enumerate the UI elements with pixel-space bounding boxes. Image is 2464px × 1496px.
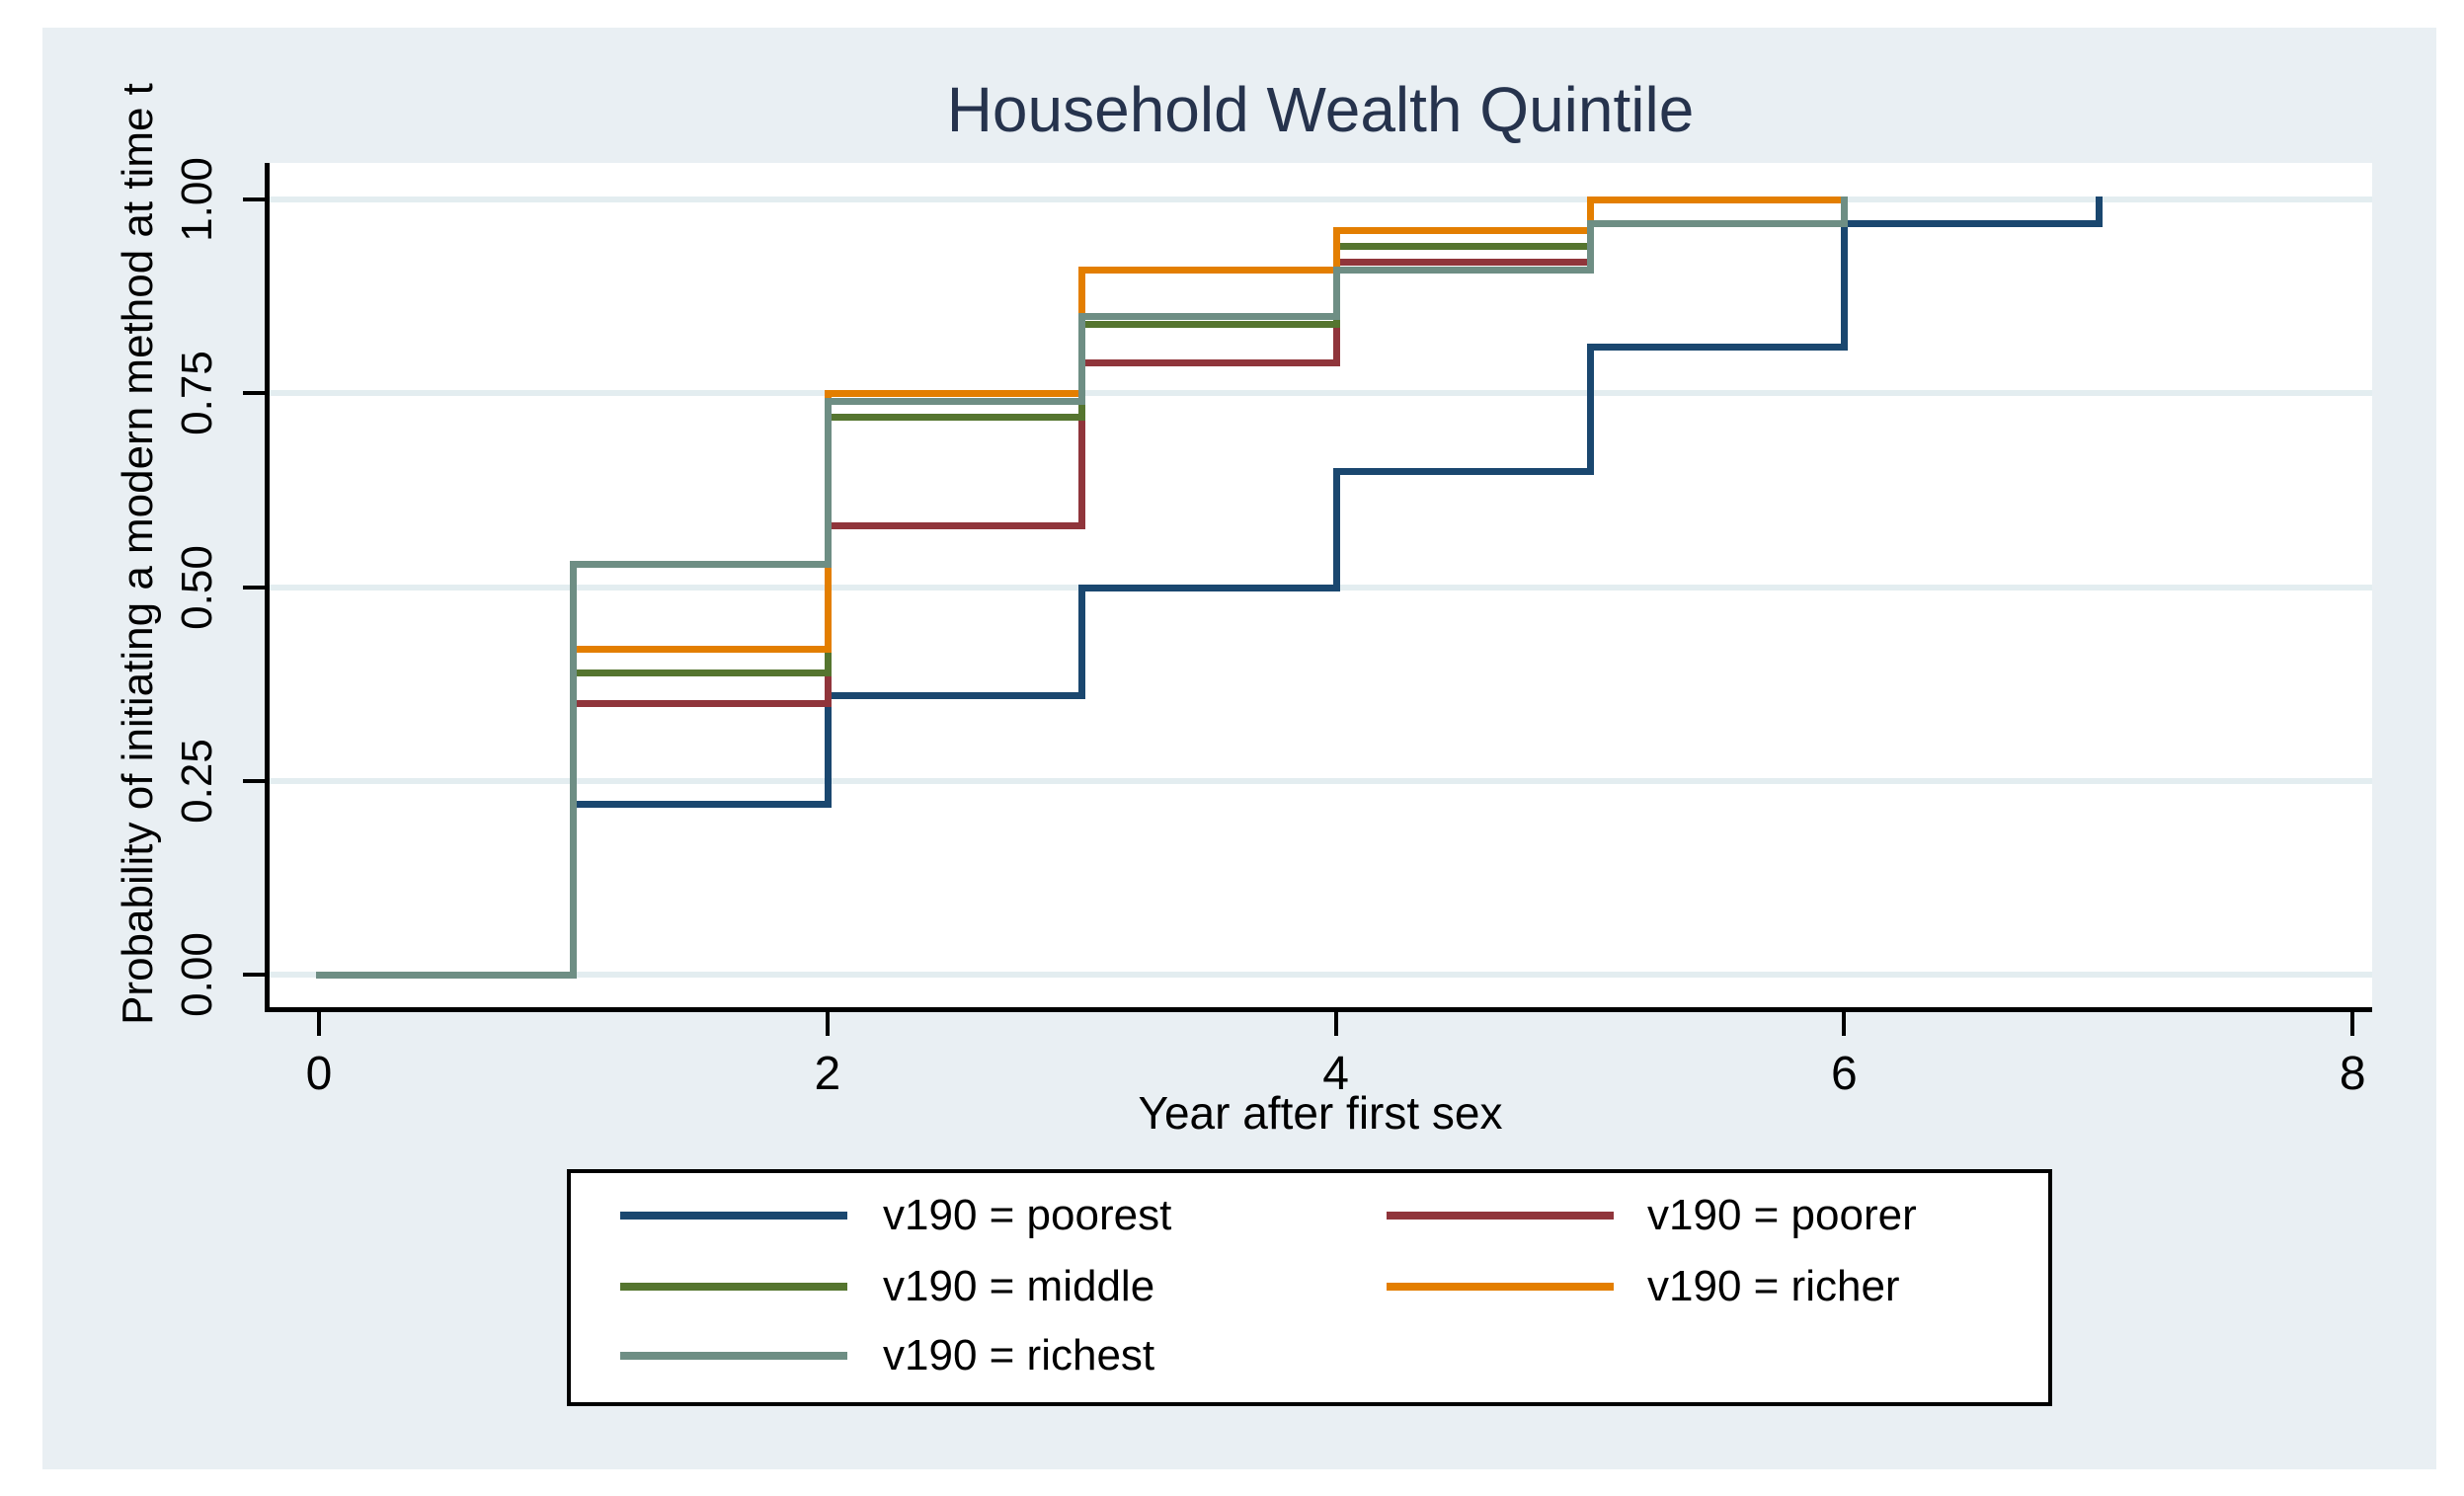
x-tick-label-4: 4 [1322, 1048, 1349, 1100]
x-tick-label-2: 2 [814, 1048, 841, 1100]
gridline-0.25 [269, 777, 2372, 784]
x-tick-label-0: 0 [305, 1048, 333, 1100]
series-poorest-hseg [1332, 467, 1594, 475]
legend-label-poorer: v190 = poorer [1647, 1191, 1917, 1239]
series-richest-vseg [570, 560, 578, 979]
y-tick-label-0.00: 0.00 [173, 932, 221, 1017]
legend-swatch-middle [620, 1283, 847, 1291]
series-poorer-hseg [1332, 258, 1594, 266]
legend-label-poorest: v190 = poorest [883, 1191, 1172, 1239]
series-middle-hseg [1332, 243, 1594, 251]
series-richest-vseg [1841, 197, 1849, 227]
series-poorest-vseg [1078, 584, 1086, 700]
x-tick-label-6: 6 [1831, 1048, 1858, 1100]
x-tick-8 [2350, 1012, 2355, 1036]
series-poorest-hseg [1078, 584, 1340, 591]
gridline-1.00 [269, 197, 2372, 202]
series-richest-hseg [570, 560, 832, 568]
series-richest-vseg [1078, 312, 1086, 406]
x-tick-2 [825, 1012, 830, 1036]
legend-swatch-richer [1387, 1283, 1614, 1291]
series-poorest-hseg [570, 801, 832, 809]
gridline-0.75 [269, 390, 2372, 397]
series-richest-hseg [316, 972, 578, 979]
series-richest-hseg [1332, 266, 1594, 274]
series-poorest-vseg [1332, 467, 1340, 591]
x-axis-title: Year after first sex [1138, 1087, 1503, 1139]
y-tick-0.50 [243, 585, 265, 590]
y-tick-label-0.25: 0.25 [173, 738, 221, 824]
series-richer-hseg [1078, 266, 1340, 274]
y-tick-1.00 [243, 197, 265, 201]
series-richer-hseg [1587, 197, 1849, 203]
series-richest-vseg [1587, 219, 1594, 274]
series-richest-hseg [1078, 312, 1340, 320]
legend-swatch-poorer [1387, 1212, 1614, 1220]
series-poorest-vseg [1587, 344, 1594, 475]
series-richer-hseg [570, 646, 832, 654]
y-tick-0.00 [243, 973, 265, 977]
y-axis-line [265, 163, 270, 1012]
y-axis-title: Probability of initiating a modern metho… [114, 83, 162, 1025]
series-richest-vseg [824, 398, 832, 568]
legend-label-middle: v190 = middle [883, 1262, 1155, 1310]
x-axis-line [265, 1007, 2372, 1012]
y-tick-0.75 [243, 391, 265, 396]
chart-title: Household Wealth Quintile [946, 74, 1695, 145]
series-richest-vseg [1332, 266, 1340, 320]
series-poorer-vseg [1078, 358, 1086, 529]
series-poorer-hseg [1078, 358, 1340, 366]
gridline-0.00 [269, 972, 2372, 978]
legend-label-richer: v190 = richer [1647, 1262, 1900, 1310]
series-poorer-hseg [570, 700, 832, 708]
legend-swatch-poorest [620, 1212, 847, 1220]
x-tick-0 [317, 1012, 321, 1036]
legend-swatch-richest [620, 1352, 847, 1360]
series-richer-hseg [824, 390, 1086, 398]
x-tick-6 [1842, 1012, 1847, 1036]
series-poorest-vseg [1841, 219, 1849, 352]
series-richer-vseg [1332, 227, 1340, 274]
x-tick-4 [1333, 1012, 1338, 1036]
series-richer-hseg [1332, 227, 1594, 235]
series-poorest-hseg [824, 692, 1086, 700]
y-tick-0.25 [243, 778, 265, 783]
y-tick-label-1.00: 1.00 [173, 157, 221, 242]
legend-label-richest: v190 = richest [883, 1331, 1155, 1379]
series-middle-hseg [570, 669, 832, 676]
series-poorest-vseg [824, 692, 832, 809]
y-tick-label-0.75: 0.75 [173, 351, 221, 436]
series-poorest-hseg [1587, 344, 1849, 352]
series-poorer-hseg [824, 521, 1086, 529]
series-poorest-hseg [1841, 219, 2103, 227]
x-tick-label-8: 8 [2339, 1048, 2366, 1100]
series-richer-vseg [1587, 197, 1594, 235]
legend: v190 = poorest v190 = poorer v190 = middle… [567, 1169, 2052, 1406]
series-richest-hseg [1587, 219, 1849, 227]
y-tick-label-0.50: 0.50 [173, 544, 221, 630]
series-richest-hseg [824, 398, 1086, 406]
series-middle-hseg [1078, 320, 1340, 328]
series-poorest-vseg [2095, 197, 2103, 227]
series-middle-hseg [824, 413, 1086, 421]
